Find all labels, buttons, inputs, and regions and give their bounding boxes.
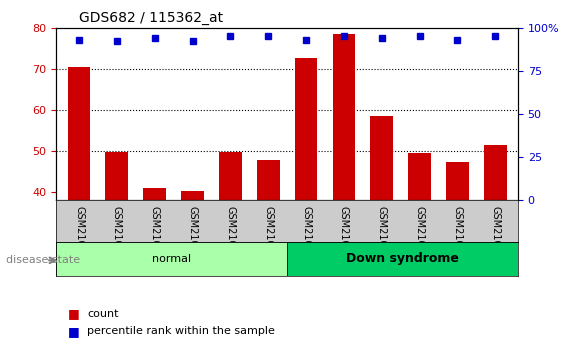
Text: GSM21059: GSM21059: [339, 206, 349, 259]
Text: GSM21058: GSM21058: [301, 206, 311, 259]
Bar: [287, 241, 518, 276]
Text: ■: ■: [68, 325, 79, 338]
Text: GSM21063: GSM21063: [490, 206, 501, 259]
Text: Down syndrome: Down syndrome: [346, 252, 459, 265]
Bar: [333, 34, 355, 200]
Bar: [68, 67, 90, 200]
Text: ■: ■: [68, 307, 79, 321]
Text: GDS682 / 115362_at: GDS682 / 115362_at: [79, 11, 224, 25]
Bar: [144, 188, 166, 200]
Text: count: count: [87, 309, 119, 319]
Bar: [370, 116, 393, 200]
Bar: [408, 153, 431, 200]
Text: GSM21053: GSM21053: [112, 206, 122, 259]
Text: percentile rank within the sample: percentile rank within the sample: [87, 326, 275, 336]
Text: GSM21061: GSM21061: [414, 206, 425, 259]
Bar: [105, 152, 128, 200]
Bar: [294, 58, 318, 200]
Bar: [56, 241, 287, 276]
Bar: [181, 191, 204, 200]
Text: GSM21057: GSM21057: [263, 206, 273, 259]
Text: GSM21052: GSM21052: [74, 206, 84, 259]
Text: normal: normal: [152, 254, 191, 264]
Bar: [446, 162, 469, 200]
Text: GSM21056: GSM21056: [225, 206, 235, 259]
Text: GSM21054: GSM21054: [150, 206, 160, 259]
Bar: [257, 160, 280, 200]
Bar: [484, 145, 507, 200]
Text: GSM21062: GSM21062: [453, 206, 462, 259]
Bar: [219, 152, 242, 200]
Text: disease state: disease state: [6, 256, 80, 265]
Text: GSM21055: GSM21055: [187, 206, 198, 259]
Text: GSM21060: GSM21060: [377, 206, 387, 259]
